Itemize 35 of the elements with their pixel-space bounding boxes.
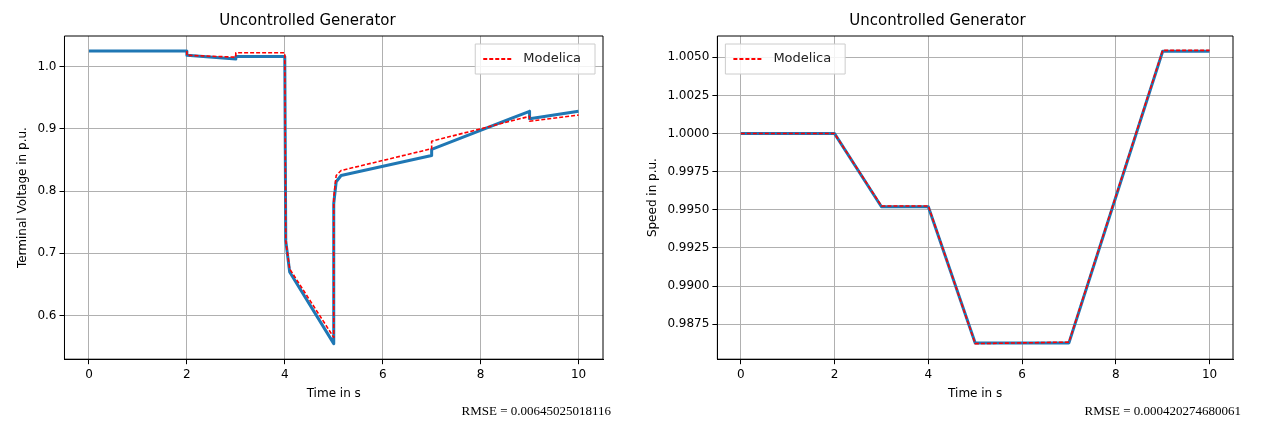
x-tick-label: 4: [924, 366, 933, 381]
x-tick-label: 8: [1112, 366, 1120, 381]
y-tick-label: 0.9975: [667, 163, 710, 178]
y-tick-label: 0.9900: [667, 278, 710, 293]
y-tick-label: 1.0: [37, 58, 57, 73]
text: RMSE = 0.000420274680061: [1083, 403, 1242, 419]
chart-title: Uncontrolled Generator: [849, 10, 1027, 29]
y-tick-label: 0.9925: [667, 240, 710, 255]
x-tick-label: 8: [476, 366, 485, 381]
y-tick-label: 0.7: [37, 245, 57, 260]
x-tick-label: 4: [280, 366, 289, 381]
x-tick-label: 0: [737, 366, 745, 381]
y-tick-label: 0.9950: [667, 201, 710, 216]
x-tick-label: 10: [570, 366, 587, 381]
y-axis-title: Terminal Voltage in p.u.: [15, 127, 30, 270]
x-tick-label: 6: [378, 366, 387, 381]
y-axis-title: Speed in p.u.: [645, 158, 660, 238]
legend-label: Modelica: [773, 50, 832, 66]
x-tick-label: 2: [183, 366, 191, 381]
x-tick-label: 0: [85, 366, 93, 381]
y-tick-label: 0.9875: [667, 316, 710, 331]
text: RMSE = 0.00645025018116: [460, 403, 612, 419]
x-axis-title: Time in s: [305, 385, 361, 400]
y-tick-label: 1.0025: [667, 87, 710, 102]
x-axis-title: Time in s: [947, 385, 1003, 400]
x-tick-label: 6: [1018, 366, 1026, 381]
legend-label: Modelica: [523, 50, 582, 66]
y-tick-label: 0.6: [37, 307, 57, 322]
x-tick-label: 10: [1201, 366, 1218, 381]
y-tick-label: 1.0000: [667, 125, 710, 140]
x-tick-label: 2: [830, 366, 839, 381]
y-tick-label: 0.9: [37, 120, 57, 135]
chart-title: Uncontrolled Generator: [219, 10, 397, 29]
y-tick-label: 0.8: [37, 183, 57, 198]
y-tick-label: 1.0050: [667, 49, 710, 64]
